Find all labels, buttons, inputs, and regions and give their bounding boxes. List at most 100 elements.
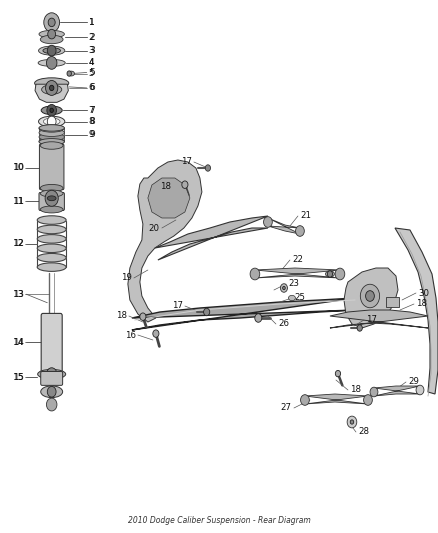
Ellipse shape [40, 142, 63, 149]
Ellipse shape [39, 30, 64, 38]
Ellipse shape [39, 125, 64, 132]
Circle shape [46, 80, 58, 95]
FancyBboxPatch shape [41, 313, 62, 378]
Text: 30: 30 [418, 288, 429, 297]
Circle shape [47, 386, 56, 397]
Text: 5: 5 [88, 69, 94, 78]
FancyBboxPatch shape [41, 372, 63, 385]
Text: 25: 25 [294, 294, 305, 303]
Text: 27: 27 [281, 403, 292, 413]
Ellipse shape [40, 35, 63, 44]
Circle shape [364, 394, 372, 405]
Ellipse shape [39, 138, 64, 145]
Text: 4: 4 [88, 59, 94, 67]
Text: 14: 14 [13, 338, 24, 346]
Text: 6: 6 [89, 84, 95, 92]
Circle shape [46, 368, 57, 381]
Text: 18: 18 [160, 182, 171, 190]
Ellipse shape [37, 225, 66, 233]
Ellipse shape [43, 47, 60, 54]
Ellipse shape [37, 254, 66, 262]
Polygon shape [35, 84, 68, 102]
Ellipse shape [37, 235, 66, 243]
Circle shape [335, 268, 345, 280]
Text: 26: 26 [278, 319, 289, 328]
Text: 10: 10 [13, 164, 24, 172]
Ellipse shape [289, 295, 296, 301]
Circle shape [47, 104, 57, 116]
Circle shape [264, 217, 272, 228]
Circle shape [48, 29, 56, 39]
Text: 18: 18 [116, 311, 127, 320]
Polygon shape [148, 178, 190, 218]
Text: 18: 18 [416, 300, 427, 309]
Circle shape [204, 308, 210, 316]
Polygon shape [155, 216, 268, 260]
Text: 3: 3 [89, 46, 95, 55]
Circle shape [360, 284, 380, 308]
Text: 3: 3 [88, 46, 94, 55]
Text: 13: 13 [13, 290, 24, 298]
Circle shape [47, 116, 56, 127]
Ellipse shape [39, 116, 65, 127]
Text: 17: 17 [181, 157, 192, 166]
Ellipse shape [40, 206, 63, 213]
Ellipse shape [39, 139, 64, 145]
Circle shape [67, 71, 71, 76]
Ellipse shape [39, 133, 64, 141]
Text: 22: 22 [292, 255, 303, 264]
Ellipse shape [42, 85, 62, 94]
Text: 28: 28 [358, 427, 369, 437]
Text: 7: 7 [88, 106, 94, 115]
Text: 1: 1 [88, 18, 94, 27]
Text: 17: 17 [366, 316, 377, 325]
Circle shape [182, 181, 188, 188]
Circle shape [416, 385, 424, 395]
Text: 29: 29 [408, 377, 419, 386]
Text: 8: 8 [88, 117, 94, 126]
Text: 9: 9 [88, 131, 94, 139]
Text: 9: 9 [89, 131, 95, 139]
Text: 21: 21 [300, 212, 311, 221]
Circle shape [205, 165, 211, 171]
Text: 4: 4 [89, 59, 95, 67]
FancyBboxPatch shape [39, 192, 64, 211]
Polygon shape [268, 218, 300, 234]
Ellipse shape [39, 129, 64, 136]
Text: 13: 13 [13, 290, 24, 298]
Circle shape [250, 268, 260, 280]
Text: 19: 19 [121, 273, 132, 282]
Text: 16: 16 [125, 330, 136, 340]
Circle shape [153, 330, 159, 337]
Circle shape [140, 313, 146, 320]
Ellipse shape [325, 271, 334, 277]
Text: 11: 11 [13, 197, 24, 206]
Polygon shape [132, 298, 355, 330]
Text: 23: 23 [288, 279, 299, 288]
Text: 7: 7 [89, 106, 95, 115]
Circle shape [347, 416, 357, 428]
Circle shape [48, 18, 55, 27]
Text: 8: 8 [89, 117, 95, 126]
Ellipse shape [40, 190, 63, 197]
Polygon shape [305, 394, 368, 404]
Circle shape [357, 325, 362, 331]
Text: 12: 12 [13, 239, 24, 248]
Circle shape [45, 190, 58, 206]
Circle shape [370, 387, 378, 397]
Text: 18: 18 [350, 385, 361, 394]
Ellipse shape [37, 263, 66, 271]
Ellipse shape [35, 78, 69, 88]
Text: 15: 15 [13, 373, 24, 382]
Circle shape [283, 286, 285, 289]
Circle shape [46, 56, 57, 69]
Circle shape [280, 284, 287, 292]
Text: 12: 12 [13, 239, 24, 248]
Text: 20: 20 [148, 223, 160, 232]
Polygon shape [395, 228, 438, 394]
Ellipse shape [37, 244, 66, 253]
Circle shape [296, 225, 304, 236]
Text: 10: 10 [13, 164, 24, 172]
FancyBboxPatch shape [39, 144, 64, 190]
Polygon shape [344, 268, 398, 328]
